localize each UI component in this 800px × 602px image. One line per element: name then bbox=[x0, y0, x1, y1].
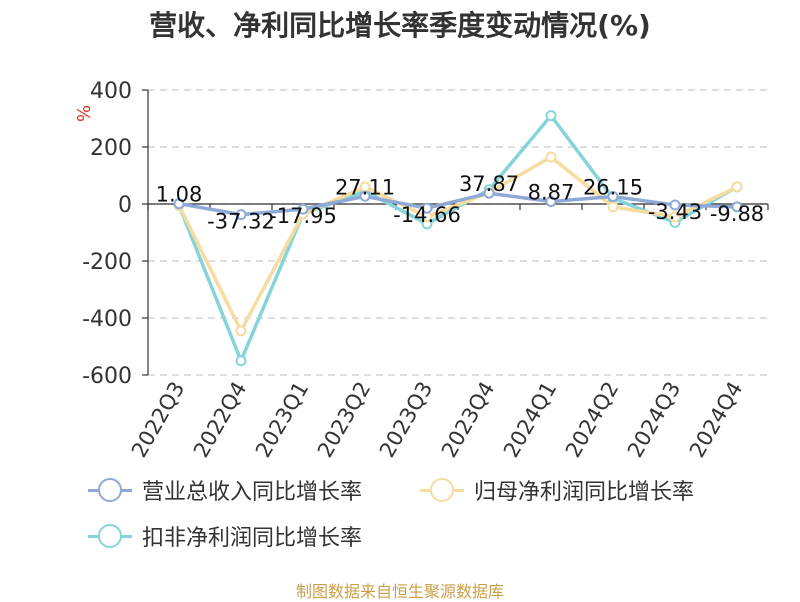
series-1-point-1 bbox=[235, 325, 247, 337]
legend-net-profit-swatch bbox=[420, 478, 464, 502]
data-label-9: -9.88 bbox=[710, 202, 764, 226]
x-tick-label-2023Q2: 2023Q2 bbox=[313, 378, 375, 462]
series-0-point-7 bbox=[607, 191, 619, 203]
series-0-point-0 bbox=[173, 198, 185, 210]
series-0-point-4 bbox=[421, 202, 433, 214]
legend-revenue-label: 营业总收入同比增长率 bbox=[142, 480, 363, 505]
series-line-0 bbox=[178, 191, 738, 217]
series-0-point-3 bbox=[359, 190, 371, 202]
x-tick-label-2023Q4: 2023Q4 bbox=[437, 378, 499, 462]
legend-deducted-profit-label: 扣非净利润同比增长率 bbox=[142, 526, 363, 551]
data-label-1: -37.32 bbox=[207, 210, 275, 234]
legend-item-deducted-profit[interactable]: 扣非净利润同比增长率 bbox=[88, 520, 362, 552]
source-note: 制图数据来自恒生聚源数据库 bbox=[295, 582, 504, 601]
y-tick-label-3: -200 bbox=[82, 250, 132, 275]
data-label-8: -3.43 bbox=[648, 200, 702, 224]
series-0-point-5 bbox=[483, 187, 495, 199]
data-label-5: 37.87 bbox=[459, 172, 519, 196]
series-0-point-6 bbox=[545, 195, 557, 207]
legend-deducted-profit-swatch bbox=[88, 524, 132, 548]
legend-item-revenue[interactable]: 营业总收入同比增长率 bbox=[88, 474, 362, 506]
legend-net-profit-label: 归母净利润同比增长率 bbox=[474, 480, 695, 505]
data-label-3: 27.11 bbox=[335, 175, 395, 199]
data-label-7: 26.15 bbox=[583, 176, 643, 200]
x-tick-label-2022Q3: 2022Q3 bbox=[127, 378, 189, 462]
series-1-point-9 bbox=[731, 181, 743, 193]
x-tick-label-2023Q3: 2023Q3 bbox=[375, 378, 437, 462]
x-tick-label-2022Q4: 2022Q4 bbox=[189, 378, 251, 462]
x-tick-label-2024Q3: 2024Q3 bbox=[623, 378, 685, 462]
y-tick-label-5: -600 bbox=[82, 364, 132, 389]
x-tick-label-2024Q2: 2024Q2 bbox=[561, 378, 623, 462]
y-tick-label-4: -400 bbox=[82, 307, 132, 332]
x-tick-label-2024Q1: 2024Q1 bbox=[499, 378, 561, 462]
data-label-6: 8.87 bbox=[528, 180, 575, 204]
x-tick-label-2023Q1: 2023Q1 bbox=[251, 378, 313, 462]
series-2-point-1 bbox=[235, 355, 247, 367]
chart-title: 营收、净利同比增长率季度变动情况(%) bbox=[149, 9, 651, 42]
series-1-point-6 bbox=[545, 151, 557, 163]
y-tick-label-1: 200 bbox=[90, 136, 132, 161]
series-0-point-9 bbox=[731, 201, 743, 213]
data-label-4: -14.66 bbox=[393, 203, 461, 227]
series-0-point-1 bbox=[235, 209, 247, 221]
series-line-1 bbox=[177, 155, 738, 333]
y-tick-label-2: 0 bbox=[118, 193, 132, 218]
x-tick-label-2024Q4: 2024Q4 bbox=[685, 378, 747, 462]
data-label-2: -17.95 bbox=[269, 204, 337, 228]
legend-revenue-swatch bbox=[88, 478, 132, 502]
series-2-point-6 bbox=[545, 110, 557, 122]
y-tick-label-0: 400 bbox=[90, 79, 132, 104]
series-0-point-8 bbox=[669, 199, 681, 211]
series-1-point-7 bbox=[607, 201, 619, 213]
legend-item-net-profit[interactable]: 归母净利润同比增长率 bbox=[420, 474, 694, 506]
series-line-2 bbox=[177, 113, 738, 363]
series-1-point-8 bbox=[669, 211, 681, 223]
data-label-0: 1.08 bbox=[156, 183, 203, 207]
series-0-point-2 bbox=[297, 203, 309, 215]
